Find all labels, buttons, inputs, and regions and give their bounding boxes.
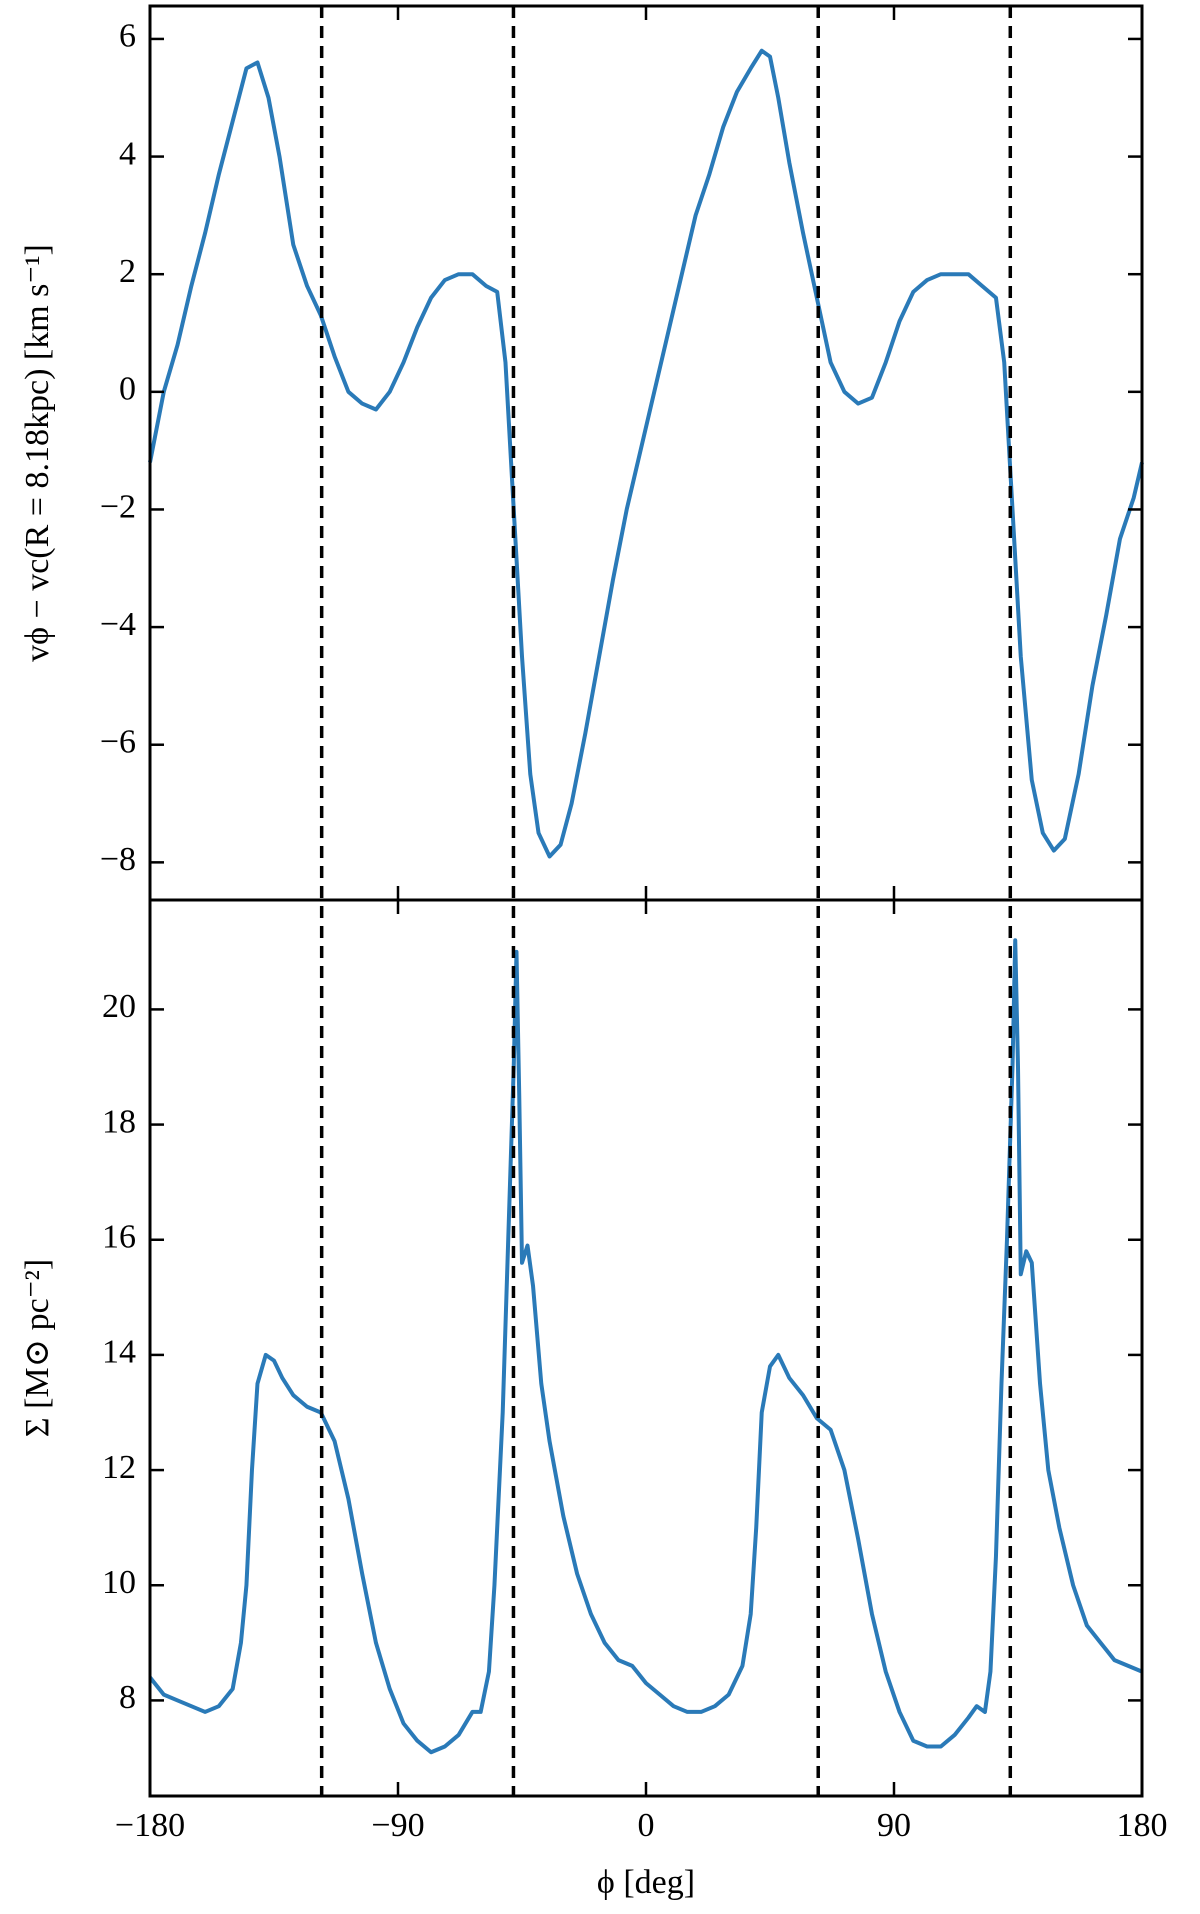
y-tick-label: 12: [102, 1449, 136, 1486]
y-tick-label: 6: [119, 18, 136, 55]
data-line: [148, 938, 1143, 1755]
y-axis-label: Σ [M⊙ pc⁻²]: [19, 1259, 56, 1437]
y-tick-label: 10: [102, 1564, 136, 1601]
y-tick-label: −2: [100, 488, 136, 525]
y-tick-label: 14: [102, 1334, 136, 1371]
plot-frame: [148, 898, 1144, 1798]
y-tick-label: 8: [119, 1679, 136, 1716]
y-tick-label: −8: [100, 841, 136, 878]
plot-frame: [148, 4, 1144, 902]
y-axis-label: vϕ − vc(R = 8.18kpc) [km s⁻¹]: [19, 244, 56, 662]
x-tick-label: 90: [877, 1807, 911, 1844]
y-tick-label: 16: [102, 1219, 136, 1256]
y-tick-label: 0: [119, 371, 136, 408]
y-tick-label: 18: [102, 1103, 136, 1140]
y-tick-label: 20: [102, 988, 136, 1025]
x-tick-label: 0: [638, 1807, 655, 1844]
y-tick-label: 2: [119, 253, 136, 290]
x-tick-label: −90: [371, 1807, 424, 1844]
x-axis-label: ϕ [deg]: [597, 1864, 695, 1901]
x-tick-label: 180: [1117, 1807, 1168, 1844]
y-tick-label: 4: [119, 135, 136, 172]
y-tick-label: −4: [100, 606, 136, 643]
y-tick-label: −6: [100, 724, 136, 761]
data-line: [148, 48, 1144, 859]
x-tick-label: −180: [115, 1807, 185, 1844]
